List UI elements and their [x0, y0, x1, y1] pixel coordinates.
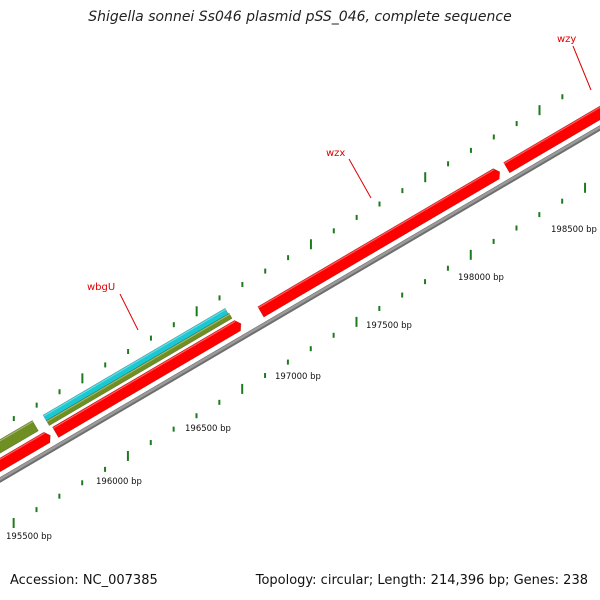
map-labels: 195500 bp 196000 bp 196500 bp 197000 bp 1975…: [6, 34, 597, 542]
scale-label-1: 196000 bp: [96, 477, 142, 487]
gene-bar-2: [52, 320, 242, 438]
gene-bar-highlight-2: [52, 320, 236, 429]
topology-summary: Topology: circular; Length: 214,396 bp; …: [255, 573, 588, 588]
gene-bar-highlight-5: [258, 169, 495, 309]
map-title: Shigella sonnei Ss046 plasmid pSS_046, c…: [88, 9, 512, 25]
backbone: [0, 125, 600, 483]
gene-bar-highlight-3: [46, 313, 230, 422]
gene-label-wzy: wzy: [557, 34, 576, 45]
scale-label-2: 196500 bp: [185, 424, 231, 434]
scale-label-0: 195500 bp: [6, 532, 52, 542]
gene-bar-highlight-1: [0, 420, 34, 442]
scale-label-3: 197000 bp: [275, 372, 321, 382]
tick-marks: [12, 94, 587, 529]
gene-bar-highlight-0: [0, 432, 45, 461]
scale-label-4: 197500 bp: [366, 321, 412, 331]
scale-label-6: 198500 bp: [551, 225, 597, 235]
gene-bar-0: [0, 431, 51, 473]
gene-label-wzx: wzx: [326, 148, 345, 159]
gene-bar-1: [0, 420, 39, 454]
gene-bar-3: [45, 312, 233, 427]
gene-bar-6: [503, 105, 600, 174]
gene-leader-0: [119, 293, 139, 331]
gene-features: [0, 105, 600, 473]
gene-leader-1: [348, 158, 372, 199]
accession-text: Accession: NC_007385: [10, 573, 158, 588]
scale-label-5: 198000 bp: [458, 273, 504, 283]
gene-leader-2: [572, 45, 592, 91]
gene-label-wbgU: wbgU: [87, 282, 115, 293]
gene-bar-4: [42, 307, 229, 422]
gene-bar-5: [257, 168, 501, 318]
gene-bar-highlight-6: [503, 106, 600, 165]
gene-bar-highlight-4: [43, 308, 226, 417]
backbone-line: [0, 125, 600, 481]
